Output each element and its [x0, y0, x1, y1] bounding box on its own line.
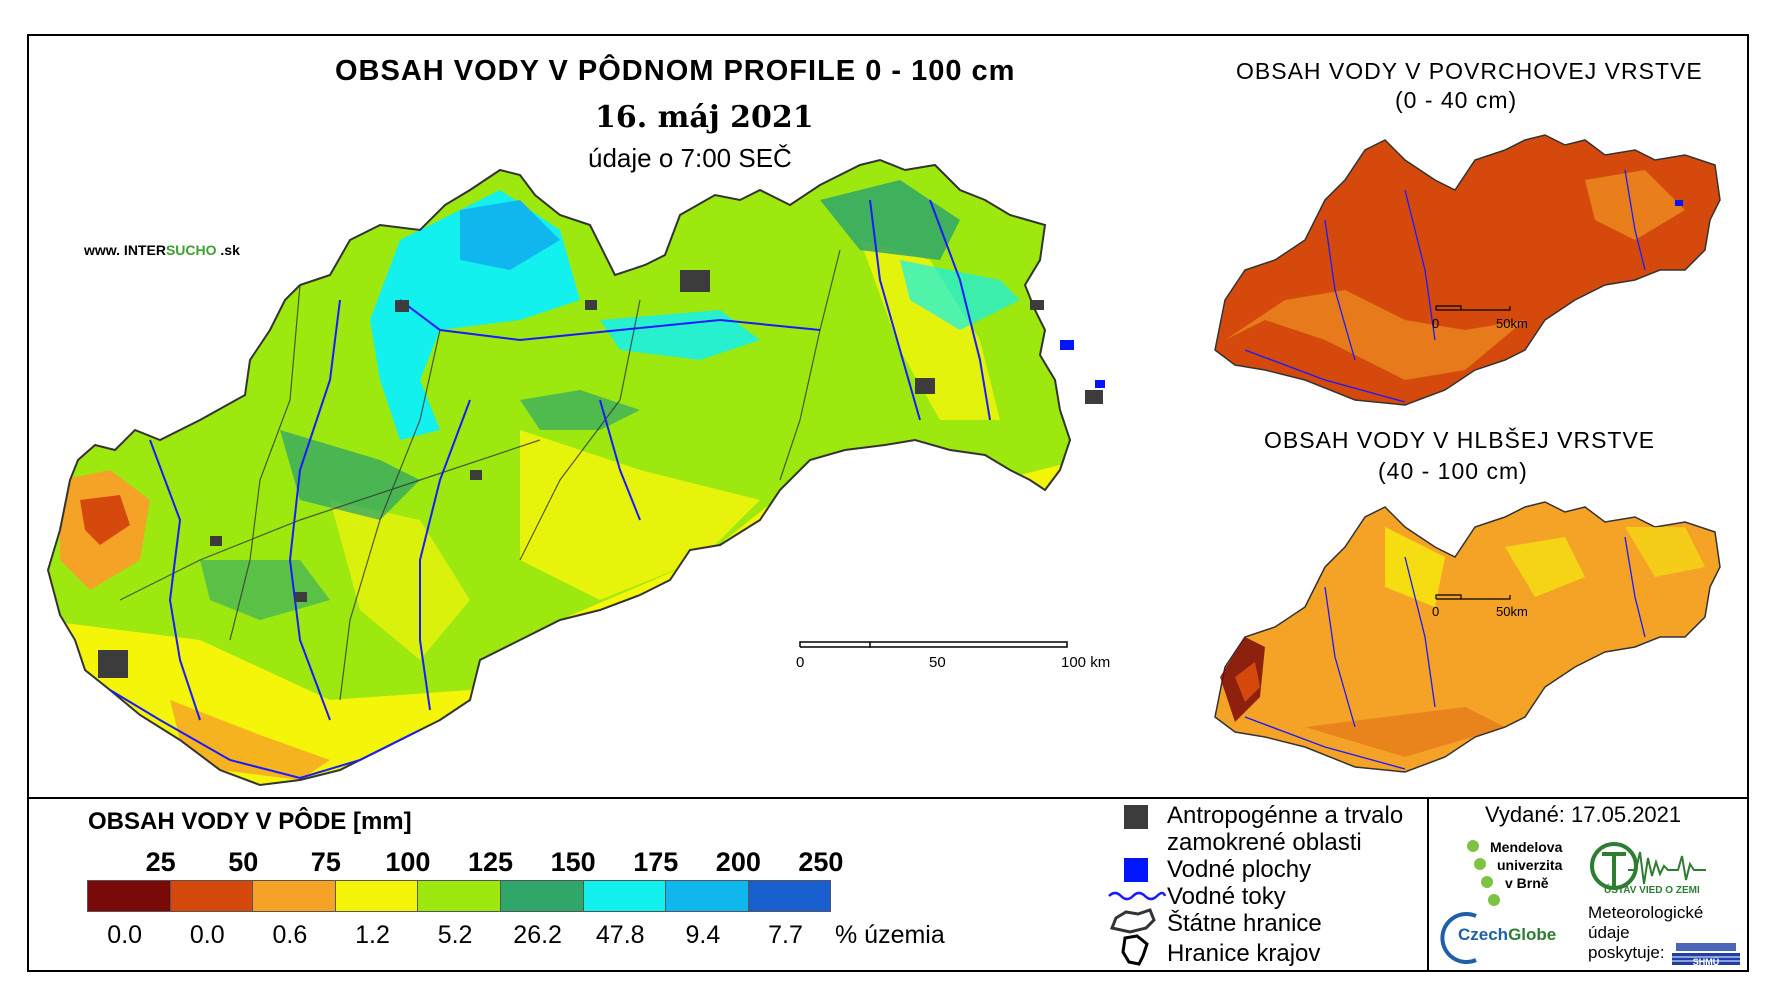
mendel-university-logo — [1467, 840, 1500, 906]
czechglobe-logo — [1440, 912, 1477, 964]
legend-percentage: 0.0 — [107, 921, 143, 949]
meteo-line2: údaje — [1588, 923, 1630, 942]
region-border-symbol — [1121, 934, 1149, 966]
surface-scale-end: 50km — [1496, 316, 1528, 331]
water-bodies-label: Vodné plochy — [1167, 856, 1312, 883]
legend-percentage: 7.7 — [768, 921, 803, 949]
legend-swatch — [500, 880, 584, 912]
legend-class-break: 175 — [633, 847, 679, 877]
logos-divider — [1427, 797, 1429, 972]
legend-percentage: 0.0 — [189, 921, 225, 949]
legend-percentage: 5.2 — [437, 921, 473, 949]
mendel-line1: Mendelova — [1490, 839, 1563, 855]
ustav-vied-o-zemi-logo — [1590, 842, 1706, 890]
main-map-title: OBSAH VODY V PÔDNOM PROFILE 0 - 100 cm — [335, 55, 1016, 87]
website-prefix: www. INTER — [84, 242, 166, 258]
deep-layer-map — [1214, 501, 1721, 773]
website-highlight: SUCHO — [165, 242, 217, 258]
website-label: www. INTERSUCHO .sk — [84, 242, 240, 258]
deep-map-title-line2: (40 - 100 cm) — [1378, 458, 1528, 484]
main-map-time: údaje o 7:00 SEČ — [588, 143, 792, 173]
czechglobe-label: CzechGlobe — [1458, 925, 1556, 945]
legend-class-break: 100 — [385, 847, 431, 877]
legend-class-break: 25 — [145, 847, 176, 877]
main-scale-end: 100 km — [1061, 654, 1111, 671]
deep-map-title-line1: OBSAH VODY V HLBŠEJ VRSTVE — [1264, 427, 1656, 453]
website-suffix: .sk — [216, 242, 240, 258]
surface-layer-map — [1214, 134, 1721, 406]
issued-date: Vydané: 17.05.2021 — [1485, 802, 1682, 827]
legend-class-break: 50 — [228, 847, 259, 877]
ustav-label: ÚSTAV VIED O ZEMI — [1604, 885, 1700, 896]
meteo-line3: poskytuje: — [1588, 943, 1665, 962]
legend-swatch — [417, 880, 501, 912]
czechglobe-part-b: Globe — [1508, 925, 1557, 944]
legend-percentage: 47.8 — [595, 921, 645, 949]
legend-swatch — [169, 880, 254, 912]
surface-map-title-line2: (0 - 40 cm) — [1395, 87, 1518, 113]
state-border-symbol — [1109, 908, 1156, 934]
legend-class-break: 75 — [310, 847, 341, 877]
legend-swatch — [334, 880, 419, 912]
surface-scale-zero: 0 — [1432, 316, 1440, 331]
water-body-swatch — [1124, 858, 1148, 882]
deep-scale-zero: 0 — [1432, 604, 1440, 619]
mendel-line3: v Brně — [1505, 875, 1549, 891]
water-streams-label: Vodné toky — [1167, 883, 1286, 910]
legend-swatch — [747, 880, 832, 912]
legend-swatch — [665, 880, 749, 912]
percent-unit: % územia — [835, 921, 945, 949]
region-border-label: Hranice krajov — [1167, 940, 1321, 967]
legend-swatch — [252, 880, 336, 912]
legend-class-break: 250 — [798, 847, 844, 877]
czechglobe-part-a: Czech — [1458, 925, 1509, 944]
legend-percentage: 0.6 — [272, 921, 308, 949]
legend-class-break: 125 — [468, 847, 514, 877]
legend-percentage: 26.2 — [513, 921, 562, 949]
legend-swatch — [87, 880, 171, 912]
water-stream-symbol — [1108, 891, 1167, 901]
anthropogenic-swatch — [1124, 805, 1148, 829]
legend-divider — [27, 797, 1749, 799]
legend-percentage: 1.2 — [355, 921, 390, 949]
legend-percentage: 9.4 — [685, 921, 721, 949]
meteo-line1: Meteorologické — [1588, 903, 1704, 922]
surface-map-title-line1: OBSAH VODY V POVRCHOVEJ VRSTVE — [1236, 58, 1703, 84]
main-scale-mid: 50 — [929, 654, 946, 671]
legend-title: OBSAH VODY V PÔDE [mm] — [88, 808, 412, 835]
main-map-date: 16. máj 2021 — [595, 100, 814, 135]
mendel-line2: univerzita — [1497, 857, 1563, 873]
main-scale-zero: 0 — [796, 654, 805, 671]
shmu-label: SHMÚ — [1693, 956, 1720, 967]
state-border-label: Štátne hranice — [1167, 910, 1322, 937]
shmu-logo: SHMÚ — [1672, 943, 1740, 967]
deep-scale-end: 50km — [1496, 604, 1528, 619]
anthropogenic-label-line1: Antropogénne a trvalo — [1167, 802, 1404, 829]
legend-swatch — [582, 880, 667, 912]
anthropogenic-label-line2: zamokrené oblasti — [1167, 829, 1362, 856]
legend-class-break: 200 — [715, 847, 761, 877]
legend-class-break: 150 — [550, 847, 596, 877]
